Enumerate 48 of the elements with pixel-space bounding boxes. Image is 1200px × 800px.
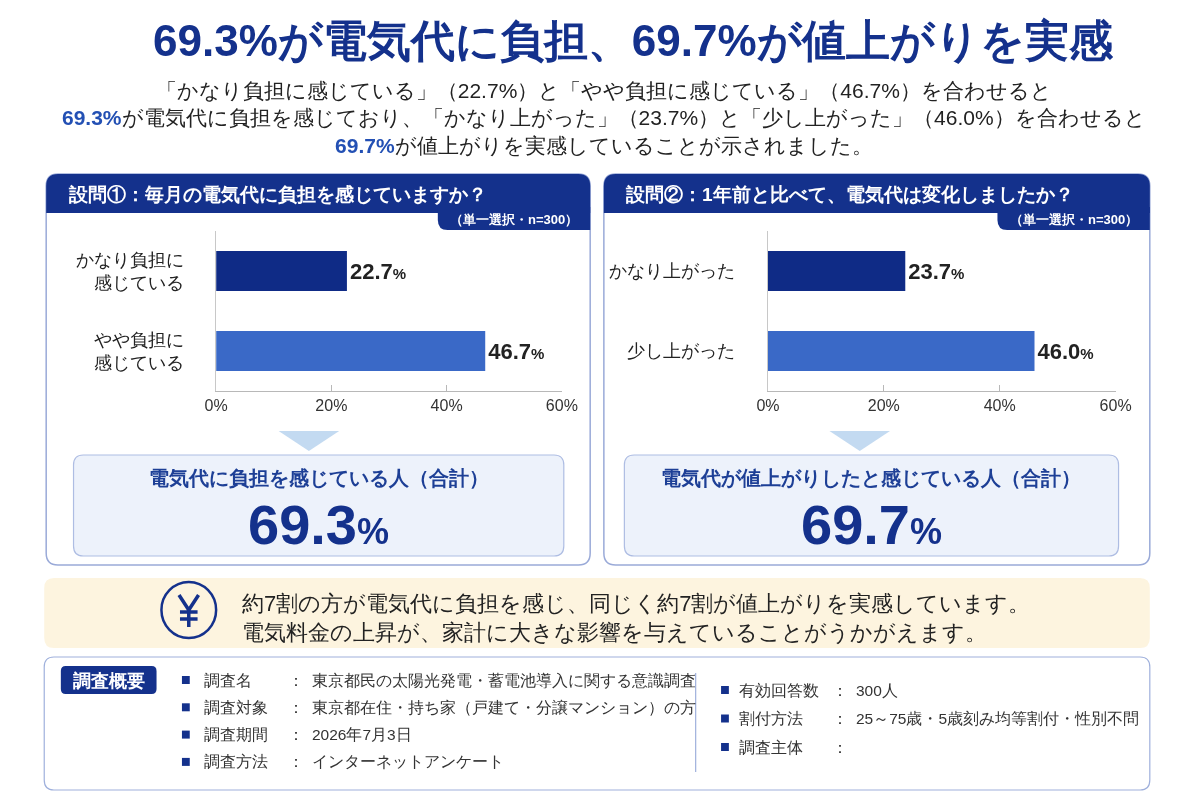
x-tick-label: 40% [430, 397, 463, 415]
chart-title: 設問②：1年前と比べて、電気代は変化しましたか？ [625, 184, 1074, 205]
text: 電気代に負担を感じている人（合計） [149, 467, 489, 489]
text: ： [832, 682, 848, 699]
text: 25～75歳・5歳刻み均等割付・性別不問 [856, 710, 1140, 727]
text: 69.3%が電気代に負担、69.7%が値上がりを実感 [153, 16, 1114, 65]
text: 69.3% [248, 493, 390, 556]
text: 約7割の方が電気代に負担を感じ、同じく約7割が値上がりを実感しています。電気料金の上昇が、家計に大きな影響を与えていることがうかがえます。 [242, 591, 1031, 645]
text: ： [288, 726, 304, 743]
text: ： [288, 672, 304, 689]
text: 調査対象 [204, 699, 268, 716]
data-label: 46.7% [488, 338, 545, 364]
text: 「かなり負担に感じている」（22.7%）と「やや負担に感じている」（46.7%）を合わせると 69.3%が電気代に負担を感じており、「かなり上がった」（23.7%）と「少し上がった」（46.0%）を合わせると 69.7%が値上がりを実感していることが示されました。 [62, 79, 1146, 157]
text: 東京都民の太陽光発電・蓄電池導入に関する意識調査 [312, 672, 696, 689]
x-tick-label: 60% [545, 397, 578, 415]
y-tick-label: やや負担に感じている [93, 329, 184, 373]
y-tick-label: 少し上がった [627, 341, 736, 362]
y-tick-label: かなり上がった [609, 261, 736, 282]
text: 69.7% [801, 493, 943, 556]
x-tick-label: 20% [867, 397, 900, 415]
text: ： [832, 710, 848, 727]
text: 300人 [856, 682, 898, 699]
chart-title: 設問①：毎月の電気代に負担を感じていますか？ [68, 184, 487, 205]
text: ： [288, 753, 304, 770]
data-label: 22.7% [349, 258, 407, 284]
x-tick-label: 40% [983, 397, 1016, 415]
text: ： [288, 699, 304, 716]
y-tick-label: かなり負担に感じている [75, 249, 184, 293]
text: 調査概要 [73, 671, 145, 691]
text: 東京都在住・持ち家（戸建て・分譲マンション）の方 [312, 699, 696, 716]
text: 調査主体 [739, 739, 803, 756]
text: 調査期間 [204, 726, 268, 743]
data-label: 46.0% [1037, 338, 1094, 364]
data-label: 23.7% [908, 258, 965, 284]
x-tick-label: 0% [204, 397, 228, 415]
text: 有効回答数 [739, 682, 819, 699]
text: インターネットアンケート [312, 753, 504, 770]
x-tick-label: 0% [756, 397, 780, 415]
x-tick-label: 60% [1099, 397, 1132, 415]
text: ： [832, 739, 848, 756]
chart-subtitle: （単一選択・n=300） [450, 212, 579, 227]
text: 電気代が値上がりしたと感じている人（合計） [661, 467, 1081, 489]
text: 調査方法 [204, 753, 268, 770]
text: 調査名 [204, 672, 252, 689]
x-tick-label: 20% [315, 397, 348, 415]
chart-subtitle: （単一選択・n=300） [1010, 212, 1139, 227]
text: 割付方法 [739, 710, 803, 727]
text: 2026年7月3日 [312, 726, 412, 743]
